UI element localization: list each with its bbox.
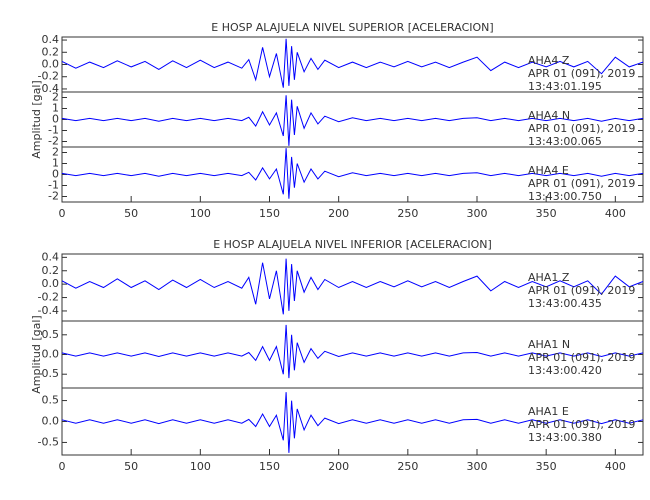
- chart-title: E HOSP ALAJUELA NIVEL INFERIOR [ACELERAC…: [213, 238, 492, 251]
- x-tick-label: 300: [467, 207, 488, 220]
- chart-title: E HOSP ALAJUELA NIVEL SUPERIOR [ACELERAC…: [211, 21, 493, 34]
- trace-station: AHA4 Z: [528, 54, 570, 67]
- trace-time: 13:43:00.750: [528, 190, 602, 203]
- trace-time: 13:43:00.380: [528, 431, 602, 444]
- y-tick-label: -0.4: [38, 82, 59, 95]
- y-tick-label: -1: [48, 179, 59, 192]
- y-tick-label: -1: [48, 124, 59, 137]
- x-tick-label: 350: [536, 460, 557, 473]
- y-tick-label: 2: [52, 91, 59, 104]
- x-tick-label: 200: [328, 207, 349, 220]
- trace-station: AHA4 N: [528, 109, 570, 122]
- waveform: [61, 148, 644, 199]
- y-tick-label: 0.5: [42, 394, 60, 407]
- y-tick-label: 0.4: [42, 33, 60, 46]
- trace-station: AHA1 Z: [528, 271, 570, 284]
- trace-station: AHA1 N: [528, 338, 570, 351]
- x-tick-label: 150: [259, 207, 280, 220]
- trace-time: 13:43:01.195: [528, 80, 602, 93]
- trace-date: APR 01 (091), 2019: [528, 122, 635, 135]
- y-tick-label: 0: [52, 113, 59, 126]
- y-axis-label: Amplitud [gal]: [30, 315, 43, 393]
- y-tick-label: 1: [52, 157, 59, 170]
- y-tick-label: 0.0: [42, 277, 60, 290]
- x-tick-label: 100: [190, 207, 211, 220]
- y-tick-label: -0.2: [38, 70, 59, 83]
- waveform: [61, 324, 644, 379]
- y-tick-label: -2: [48, 135, 59, 148]
- y-tick-label: 1: [52, 102, 59, 115]
- trace-date: APR 01 (091), 2019: [528, 67, 635, 80]
- y-tick-label: 0.0: [42, 415, 60, 428]
- trace-time: 13:43:00.065: [528, 135, 602, 148]
- trace-date: APR 01 (091), 2019: [528, 418, 635, 431]
- x-tick-label: 350: [536, 207, 557, 220]
- x-tick-label: 300: [467, 460, 488, 473]
- y-tick-label: 2: [52, 146, 59, 159]
- y-tick-label: -0.5: [38, 367, 59, 380]
- waveform: [61, 392, 644, 453]
- x-tick-label: 150: [259, 460, 280, 473]
- x-tick-label: 250: [397, 207, 418, 220]
- x-tick-label: 0: [59, 207, 66, 220]
- y-tick-label: -0.4: [38, 304, 59, 317]
- y-tick-label: -2: [48, 190, 59, 203]
- x-tick-label: 200: [328, 460, 349, 473]
- waveform: [61, 95, 644, 146]
- y-tick-label: 0.5: [42, 328, 60, 341]
- y-axis-label: Amplitud [gal]: [30, 80, 43, 158]
- waveform: [61, 258, 644, 315]
- y-tick-label: -0.2: [38, 291, 59, 304]
- x-tick-label: 0: [59, 460, 66, 473]
- trace-station: AHA1 E: [528, 405, 569, 418]
- x-tick-label: 250: [397, 460, 418, 473]
- y-tick-label: 0.2: [42, 45, 60, 58]
- y-tick-label: 0.4: [42, 250, 60, 263]
- waveform: [61, 38, 644, 88]
- trace-station: AHA4 E: [528, 164, 569, 177]
- trace-time: 13:43:00.435: [528, 297, 602, 310]
- y-tick-label: 0.0: [42, 58, 60, 71]
- x-tick-label: 400: [605, 460, 626, 473]
- x-tick-label: 100: [190, 460, 211, 473]
- trace-date: APR 01 (091), 2019: [528, 351, 635, 364]
- trace-date: APR 01 (091), 2019: [528, 284, 635, 297]
- y-tick-label: 0.0: [42, 348, 60, 361]
- trace-date: APR 01 (091), 2019: [528, 177, 635, 190]
- x-tick-label: 400: [605, 207, 626, 220]
- y-tick-label: -0.5: [38, 435, 59, 448]
- x-tick-label: 50: [124, 207, 138, 220]
- x-tick-label: 50: [124, 460, 138, 473]
- trace-time: 13:43:00.420: [528, 364, 602, 377]
- y-tick-label: 0.2: [42, 264, 60, 277]
- y-tick-label: 0: [52, 168, 59, 181]
